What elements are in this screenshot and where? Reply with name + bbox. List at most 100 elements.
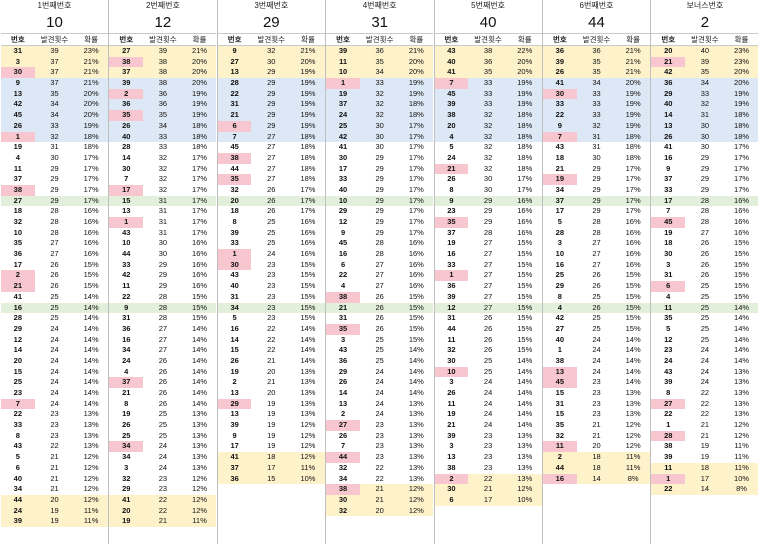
cell-number: 39 (447, 99, 456, 109)
cell-number: 11 (122, 281, 131, 291)
group-title: 5번째번호 (471, 1, 506, 10)
table-row: 27 29 17% (1, 195, 108, 207)
table-row: 30 33 19% (543, 88, 650, 100)
cell-probability: 18% (517, 163, 533, 173)
cell-count: 22 (700, 388, 710, 397)
table-row: 39 24 13% (651, 377, 758, 388)
table-row: 27 25 15% (543, 324, 650, 335)
cell-count: 30 (158, 238, 168, 248)
cell-number: 11 (447, 334, 456, 344)
cell-probability: 16% (192, 259, 208, 269)
cell-probability: 19% (192, 99, 208, 109)
table-row: 7 23 13% (326, 441, 433, 452)
cell-number: 22 (555, 110, 565, 120)
cell-number: 13 (664, 120, 673, 130)
cell-probability: 17% (300, 195, 316, 205)
cell-number: 5 (666, 323, 671, 333)
cell-probability: 17% (192, 174, 208, 184)
table-row: 19 20 13% (218, 367, 325, 378)
table-row: 1 33 19% (326, 78, 434, 89)
cell-probability: 16% (408, 249, 424, 259)
cell-count: 23 (50, 409, 59, 419)
cell-number: 39 (555, 56, 565, 66)
cell-probability: 13% (83, 409, 99, 419)
table-row: 45 28 16% (651, 217, 758, 228)
table-row: 10 30 16% (109, 238, 216, 249)
cell-number: 32 (447, 345, 456, 355)
cell-number: 44 (230, 163, 239, 173)
cell-number: 12 (664, 334, 673, 344)
cell-count: 27 (483, 249, 493, 259)
cell-probability: 14% (734, 334, 750, 344)
table-row: 24 32 18% (326, 110, 434, 121)
cell-number: 18 (555, 152, 565, 162)
cell-number: 45 (338, 238, 348, 248)
cell-number: 26 (122, 120, 131, 130)
cell-count: 29 (375, 174, 384, 184)
cell-number: 5 (232, 313, 237, 323)
cell-probability: 15% (300, 302, 316, 312)
cell-count: 31 (158, 217, 168, 226)
cell-probability: 15% (192, 291, 208, 301)
cell-count: 28 (50, 206, 59, 216)
cell-number: 35 (217, 174, 252, 185)
cell-count: 26 (483, 345, 493, 355)
cell-number: 42 (555, 313, 565, 323)
cell-probability: 18% (734, 120, 750, 130)
cell-number: 17 (338, 163, 348, 173)
cell-probability: 15% (408, 302, 424, 312)
cell-count: 24 (158, 462, 168, 472)
cell-probability: 14% (408, 366, 424, 376)
table-row: 6 17 10% (434, 494, 542, 506)
cell-count: 30 (158, 249, 168, 259)
cell-probability: 16% (408, 270, 424, 280)
cell-number: 38 (664, 441, 673, 451)
group-title: 4번째번호 (362, 1, 397, 10)
cell-probability: 15% (517, 238, 533, 248)
cell-probability: 12% (734, 430, 750, 440)
table-row: 28 28 16% (543, 228, 650, 239)
cell-number: 37 (555, 195, 565, 205)
table-row: 18 30 18% (543, 153, 650, 164)
cell-probability: 15% (625, 270, 641, 280)
table-row: 16 27 14% (109, 335, 216, 346)
cell-count: 32 (483, 110, 493, 120)
table-row: 33 33 19% (543, 99, 650, 111)
table-row: 6 25 15% (651, 281, 758, 292)
cell-number: 29 (338, 366, 348, 376)
table-row: 9 28 15% (109, 302, 217, 314)
cell-count: 26 (375, 302, 384, 312)
cell-probability: 11% (83, 505, 99, 515)
cell-count: 24 (483, 388, 493, 397)
table-row: 36 27 15% (435, 281, 542, 292)
cell-number: 25 (13, 377, 23, 387)
table-row: 39 23 13% (435, 431, 542, 442)
cell-count: 28 (158, 313, 168, 323)
group-column-4: 4번째번호 31 번호 발견횟수 확률 39 36 21% 11 35 20% 10 34 20% 1 33 1… (325, 0, 434, 544)
cell-probability: 10% (517, 494, 533, 504)
cell-count: 31 (158, 206, 168, 216)
table-row: 40 23 15% (218, 281, 325, 292)
cell-number: 34 (109, 441, 144, 453)
cell-count: 29 (483, 217, 493, 226)
cell-count: 23 (158, 484, 168, 494)
cell-probability: 17% (734, 152, 750, 162)
cell-count: 30 (483, 174, 493, 184)
cell-count: 26 (592, 302, 601, 312)
cell-probability: 12% (300, 452, 316, 462)
cell-number: 19 (13, 142, 23, 152)
table-row: 25 30 17% (326, 120, 434, 132)
cell-number: 9 (340, 227, 346, 237)
table-row: 17 28 16% (651, 195, 759, 207)
table-row: 17 29 17% (326, 164, 433, 175)
cell-probability: 15% (734, 259, 750, 269)
table-row: 4 26 14% (109, 367, 216, 378)
cell-count: 30 (592, 152, 601, 162)
cell-count: 28 (700, 206, 710, 216)
table-row: 44 23 13% (326, 452, 433, 463)
cell-number: 5 (449, 142, 454, 152)
table-row: 36 36 21% (543, 46, 650, 57)
table-row: 22 23 13% (1, 409, 108, 420)
table-row: 37 29 17% (651, 174, 758, 185)
table-row: 32 21 12% (543, 431, 650, 442)
